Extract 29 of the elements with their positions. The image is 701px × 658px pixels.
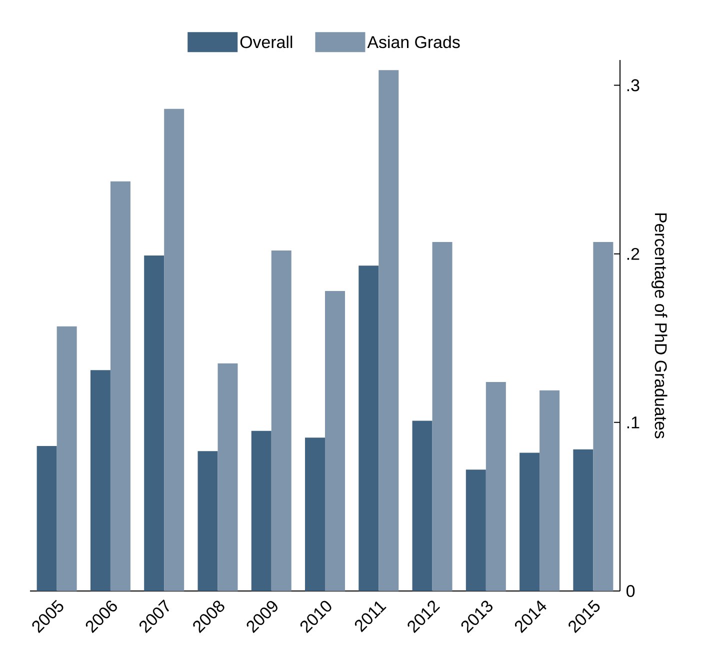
bar [56, 326, 77, 591]
bar [325, 290, 346, 591]
bar [432, 242, 452, 591]
bar [110, 181, 130, 591]
bar [520, 452, 540, 591]
bar [573, 449, 594, 591]
bar [144, 256, 164, 591]
bar [36, 446, 57, 591]
bar [164, 108, 184, 591]
y-tick-label: 0 [626, 585, 635, 597]
bar [593, 242, 614, 591]
bar [271, 250, 292, 591]
bar [540, 390, 560, 591]
legend-label: Asian Grads [367, 36, 460, 48]
y-tick-label: .3 [627, 79, 640, 92]
bar [486, 382, 506, 591]
bar [412, 420, 432, 591]
bar [358, 266, 379, 591]
y-axis-title: Percentage of PhD Graduates [651, 213, 668, 438]
bar [466, 470, 486, 591]
y-tick-label: .2 [627, 248, 640, 260]
bar [218, 363, 238, 591]
bar [198, 451, 218, 591]
bar [305, 438, 326, 591]
y-tick-label: .1 [627, 416, 640, 428]
bar [378, 70, 399, 591]
bar [251, 430, 272, 591]
legend-label: Overall [240, 36, 292, 48]
bar [90, 370, 110, 591]
